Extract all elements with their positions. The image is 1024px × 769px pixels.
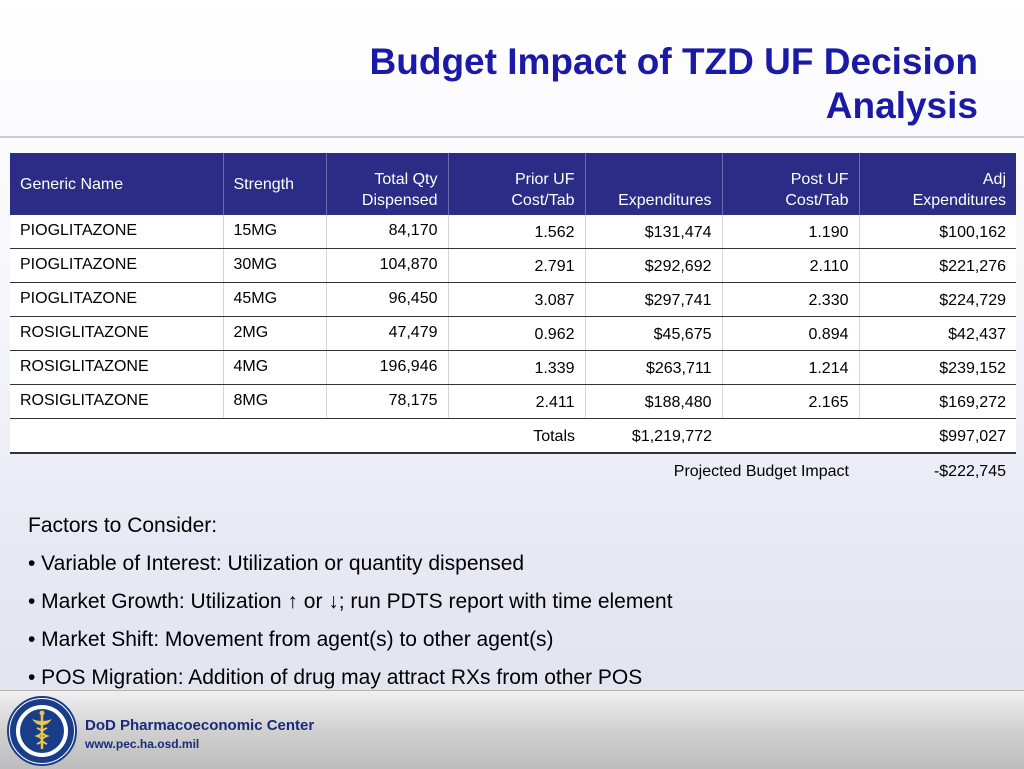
- cell-prior-cost: 2.411: [448, 384, 586, 419]
- factors-list: Factors to Consider: • Variable of Inter…: [28, 512, 673, 702]
- cell-total-qty: 96,450: [326, 282, 449, 317]
- cell-prior-cost: 1.339: [448, 350, 586, 385]
- header-adj-line-2: Expenditures: [912, 192, 1006, 209]
- page-title-line-1: Budget Impact of TZD UF Decision: [369, 41, 978, 82]
- table-row: ROSIGLITAZONE 2MG 47,479 0.962 $45,675 0…: [10, 316, 1016, 351]
- table-row: PIOGLITAZONE 30MG 104,870 2.791 $292,692…: [10, 248, 1016, 283]
- totals-expenditures: $1,219,772: [585, 418, 722, 454]
- header-total-qty: Total Qty Dispensed: [326, 153, 449, 215]
- cell-adj-expenditures: $239,152: [859, 350, 1016, 385]
- page-title: Budget Impact of TZD UF Decision Analysi…: [278, 40, 978, 128]
- budget-impact-value: -$222,745: [933, 463, 1006, 480]
- budget-impact-row: Projected Budget Impact -$222,745: [10, 453, 1016, 490]
- cell-total-qty: 104,870: [326, 248, 449, 283]
- header-prior-cost: Prior UF Cost/Tab: [448, 153, 586, 215]
- cell-strength: 15MG: [223, 215, 327, 249]
- table-row: PIOGLITAZONE 15MG 84,170 1.562 $131,474 …: [10, 215, 1016, 249]
- cell-post-cost: 2.110: [722, 248, 860, 283]
- header-prior-cost-line-2: Cost/Tab: [511, 192, 575, 209]
- cell-adj-expenditures: $42,437: [859, 316, 1016, 351]
- cell-generic-name: ROSIGLITAZONE: [10, 384, 224, 419]
- header-post-cost: Post UF Cost/Tab: [722, 153, 860, 215]
- cell-total-qty: 196,946: [326, 350, 449, 385]
- budget-table: Generic Name Strength Total Qty Dispensed…: [10, 153, 1016, 490]
- caduceus-seal-icon: [7, 696, 77, 766]
- cell-post-cost: 2.165: [722, 384, 860, 419]
- cell-strength: 30MG: [223, 248, 327, 283]
- header-adj-expenditures: Adj Expenditures: [859, 153, 1016, 215]
- footer-bar: DoD Pharmacoeconomic Center www.pec.ha.o…: [0, 690, 1024, 769]
- cell-adj-expenditures: $221,276: [859, 248, 1016, 283]
- cell-generic-name: PIOGLITAZONE: [10, 248, 224, 283]
- table-row: ROSIGLITAZONE 4MG 196,946 1.339 $263,711…: [10, 350, 1016, 385]
- cell-strength: 45MG: [223, 282, 327, 317]
- footer-org-name: DoD Pharmacoeconomic Center: [85, 717, 315, 734]
- header-post-cost-line-1: Post UF: [790, 171, 849, 188]
- totals-empty-cell: [722, 418, 859, 454]
- cell-expenditures: $131,474: [585, 215, 723, 249]
- cell-prior-cost: 0.962: [448, 316, 586, 351]
- cell-expenditures: $263,711: [585, 350, 723, 385]
- header-post-cost-line-2: Cost/Tab: [785, 192, 849, 209]
- totals-empty-cell: [326, 418, 448, 454]
- budget-impact-label: Projected Budget Impact: [673, 463, 849, 480]
- totals-label: Totals: [448, 418, 585, 454]
- header-strength: Strength: [223, 153, 327, 215]
- totals-empty-cell: [10, 418, 223, 454]
- page-title-line-2: Analysis: [825, 85, 978, 126]
- factor-item: • Market Growth: Utilization ↑ or ↓; run…: [28, 590, 673, 613]
- header-total-qty-line-2: Dispensed: [361, 192, 438, 209]
- totals-row: Totals $1,219,772 $997,027: [10, 418, 1016, 454]
- table-header-row: Generic Name Strength Total Qty Dispensed…: [10, 153, 1016, 215]
- cell-generic-name: PIOGLITAZONE: [10, 215, 224, 249]
- cell-prior-cost: 3.087: [448, 282, 586, 317]
- cell-strength: 2MG: [223, 316, 327, 351]
- cell-generic-name: PIOGLITAZONE: [10, 282, 224, 317]
- cell-post-cost: 1.214: [722, 350, 860, 385]
- cell-adj-expenditures: $100,162: [859, 215, 1016, 249]
- cell-prior-cost: 2.791: [448, 248, 586, 283]
- cell-strength: 4MG: [223, 350, 327, 385]
- cell-expenditures: $292,692: [585, 248, 723, 283]
- header-generic-name: Generic Name: [10, 153, 224, 215]
- cell-generic-name: ROSIGLITAZONE: [10, 350, 224, 385]
- factor-item: • POS Migration: Addition of drug may at…: [28, 666, 643, 689]
- table-row: ROSIGLITAZONE 8MG 78,175 2.411 $188,480 …: [10, 384, 1016, 419]
- header-adj-line-1: Adj: [982, 171, 1006, 188]
- totals-empty-cell: [223, 418, 326, 454]
- header-prior-cost-line-1: Prior UF: [514, 171, 575, 188]
- cell-post-cost: 1.190: [722, 215, 860, 249]
- cell-total-qty: 47,479: [326, 316, 449, 351]
- cell-post-cost: 2.330: [722, 282, 860, 317]
- footer-url: www.pec.ha.osd.mil: [85, 737, 200, 751]
- cell-total-qty: 78,175: [326, 384, 449, 419]
- title-divider: [0, 136, 1024, 138]
- cell-post-cost: 0.894: [722, 316, 860, 351]
- cell-strength: 8MG: [223, 384, 327, 419]
- totals-adj-expenditures: $997,027: [859, 418, 1016, 454]
- header-expenditures: Expenditures: [585, 153, 723, 215]
- cell-adj-expenditures: $224,729: [859, 282, 1016, 317]
- table-row: PIOGLITAZONE 45MG 96,450 3.087 $297,741 …: [10, 282, 1016, 317]
- cell-expenditures: $188,480: [585, 384, 723, 419]
- cell-total-qty: 84,170: [326, 215, 449, 249]
- cell-prior-cost: 1.562: [448, 215, 586, 249]
- cell-expenditures: $45,675: [585, 316, 723, 351]
- cell-generic-name: ROSIGLITAZONE: [10, 316, 224, 351]
- header-total-qty-line-1: Total Qty: [374, 171, 438, 188]
- factors-heading: Factors to Consider:: [28, 514, 218, 537]
- factor-item: • Variable of Interest: Utilization or q…: [28, 552, 525, 575]
- cell-adj-expenditures: $169,272: [859, 384, 1016, 419]
- factor-item: • Market Shift: Movement from agent(s) t…: [28, 628, 554, 651]
- cell-expenditures: $297,741: [585, 282, 723, 317]
